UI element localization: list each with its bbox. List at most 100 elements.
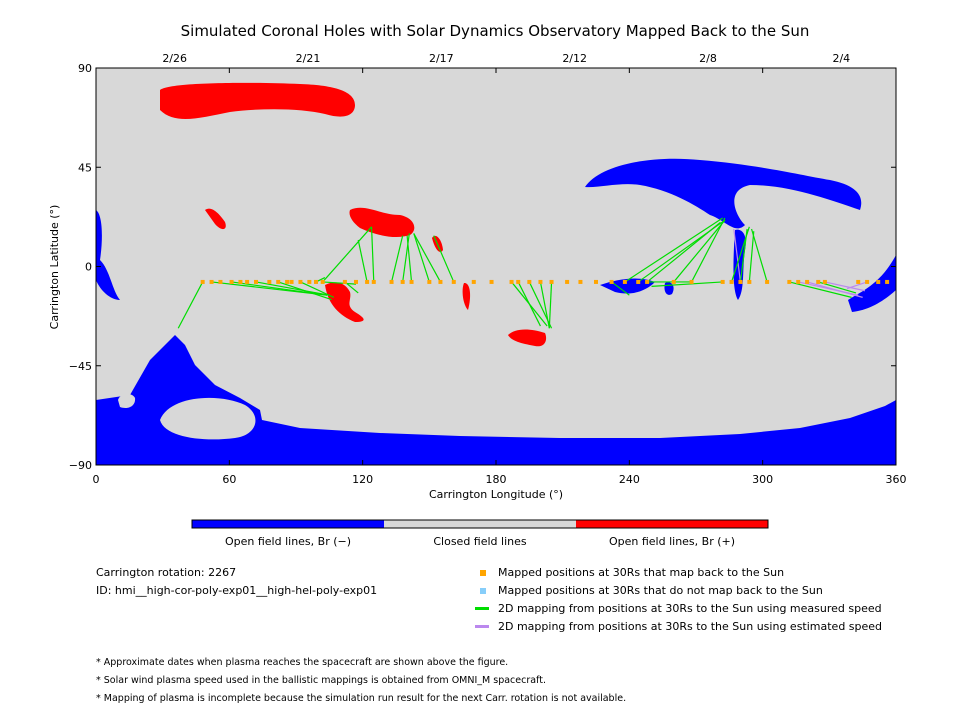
- mapped-position-point: [856, 279, 861, 284]
- mapped-position-point: [787, 279, 792, 284]
- mid-hole-2: [325, 282, 364, 322]
- top-date-label: 2/8: [699, 52, 717, 65]
- mapped-position-point: [738, 279, 743, 284]
- mapped-position-point: [796, 279, 801, 284]
- measured-mapping-line: [739, 228, 748, 283]
- measured-mapping-line: [344, 281, 359, 294]
- mapped-position-point: [636, 279, 641, 284]
- measured-mapping-line: [390, 235, 404, 283]
- colorbar-segment: [576, 520, 768, 528]
- mapped-position-point: [229, 279, 234, 284]
- negative-open-field-regions: [96, 158, 896, 465]
- mapped-position-point: [409, 279, 414, 284]
- measured-mapping-line: [413, 233, 430, 283]
- mapped-position-point: [578, 279, 583, 284]
- south-loop-hole-cutout: [160, 397, 256, 440]
- axes: 0 60 120 180 240 300 360 90 45 0 −45 −90 2/26 2/21 2/1…: [69, 52, 907, 486]
- legend-marker: [480, 570, 486, 576]
- top-date-label: 2/26: [162, 52, 187, 65]
- measured-mapping-line: [300, 281, 335, 298]
- mapped-position-point: [516, 279, 521, 284]
- mapped-position-point: [594, 279, 598, 284]
- colorbar-segment: [384, 520, 576, 528]
- mapped-position-point: [238, 279, 243, 284]
- measured-mapping-lines: [177, 217, 857, 329]
- top-date-label: 2/4: [832, 52, 850, 65]
- east-limb-hole: [96, 210, 120, 300]
- mapped-position-point: [765, 279, 770, 284]
- chart-title: Simulated Coronal Holes with Solar Dynam…: [181, 22, 810, 40]
- measured-mapping-line: [646, 221, 721, 283]
- measured-mapping-line: [624, 217, 723, 283]
- y-tick-label: 0: [85, 261, 92, 274]
- measured-mapping-line: [357, 239, 368, 283]
- y-tick-label: 45: [78, 161, 92, 174]
- measured-mapping-line: [322, 281, 357, 285]
- mapped-position-point: [527, 279, 532, 284]
- spacecraft-positions: [200, 279, 890, 284]
- colorbar-label: Closed field lines: [433, 535, 527, 548]
- mapped-position-point: [314, 279, 318, 284]
- colorbar-frame: [191, 519, 769, 529]
- measured-mapping-line: [322, 226, 373, 283]
- legend-marker: [480, 588, 486, 594]
- mid-hole-6: [462, 282, 471, 310]
- mapped-position-point: [609, 279, 614, 284]
- estimated-mapping-line: [846, 281, 868, 290]
- estimated-mapping-line: [824, 281, 866, 292]
- x-tick-label: 120: [352, 473, 373, 486]
- equatorial-hole-1: [600, 278, 655, 294]
- colorbar-segment: [192, 520, 384, 528]
- x-tick-label: 240: [619, 473, 640, 486]
- mapped-position-point: [747, 279, 752, 284]
- note-dates: * Approximate dates when plasma reaches …: [96, 657, 509, 668]
- mapped-position-point: [538, 279, 543, 284]
- estimated-mapping-line: [806, 281, 863, 298]
- mapped-position-point: [389, 279, 394, 284]
- mapped-position-point: [729, 279, 734, 284]
- estimated-mapping-line: [733, 228, 742, 283]
- x-tick-label: 60: [222, 473, 236, 486]
- plot-area: [95, 67, 897, 466]
- mapped-position-point: [276, 279, 281, 284]
- measured-mapping-line: [278, 281, 332, 301]
- mapped-position-point: [298, 279, 303, 284]
- measured-mapping-line: [651, 281, 723, 287]
- mapped-position-point: [427, 279, 432, 284]
- mapped-position-point: [549, 279, 554, 284]
- measured-mapping-line: [691, 217, 726, 283]
- mapped-position-point: [876, 279, 881, 284]
- mapped-position-point: [245, 279, 250, 284]
- estimated-mapping-lines: [733, 228, 868, 298]
- mapped-position-point: [720, 279, 725, 284]
- measured-mapping-line: [433, 235, 455, 283]
- mapped-position-point: [471, 279, 476, 284]
- measured-mapping-line: [673, 219, 726, 283]
- positive-open-field-regions: [160, 82, 547, 347]
- legend-label: 2D mapping from positions at 30Rs to the…: [498, 602, 882, 615]
- north-polar-hole: [160, 82, 355, 119]
- measured-mapping-line: [255, 281, 330, 296]
- measured-mapping-line: [748, 231, 755, 282]
- measured-mapping-line: [406, 235, 413, 282]
- measured-mapping-line: [789, 281, 852, 298]
- top-date-label: 2/17: [429, 52, 454, 65]
- mapped-position-point: [671, 279, 676, 284]
- mapped-position-point: [805, 279, 810, 284]
- mid-hole-1: [349, 207, 415, 238]
- note-incomplete: * Mapping of plasma is incomplete becaus…: [96, 693, 627, 704]
- mapped-position-point: [509, 279, 514, 284]
- legend-label: Mapped positions at 30Rs that do not map…: [498, 584, 823, 597]
- measured-mapping-line: [548, 281, 553, 329]
- x-tick-label: 180: [486, 473, 507, 486]
- mapped-position-point: [865, 279, 870, 284]
- mapped-position-point: [622, 279, 627, 284]
- top-date-label: 2/12: [562, 52, 587, 65]
- mapped-position-point: [342, 279, 347, 284]
- mapped-position-point: [200, 279, 205, 284]
- small-south-hole: [118, 394, 136, 408]
- mapped-position-point: [320, 279, 325, 284]
- x-axis-label: Carrington Longitude (°): [429, 488, 563, 501]
- carrington-rotation: Carrington rotation: 2267: [96, 566, 237, 579]
